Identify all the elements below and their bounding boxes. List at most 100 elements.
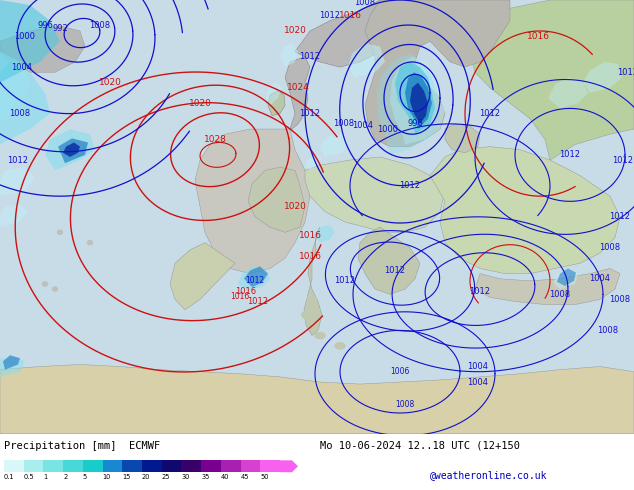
Text: 1012: 1012 [247,297,269,306]
Text: 1012: 1012 [384,266,406,275]
Text: 1016: 1016 [299,251,321,261]
Text: 45: 45 [240,474,249,480]
Text: Mo 10-06-2024 12..18 UTC (12+150: Mo 10-06-2024 12..18 UTC (12+150 [320,441,520,451]
Ellipse shape [335,343,345,349]
Text: 1008: 1008 [550,290,571,299]
Text: 1020: 1020 [98,78,122,87]
Polygon shape [63,143,80,157]
Bar [103,460,122,472]
Polygon shape [238,267,270,291]
Polygon shape [553,269,578,289]
Bar [201,460,221,472]
Polygon shape [410,83,428,124]
Text: 1016: 1016 [235,287,257,295]
Text: 5: 5 [83,474,87,480]
Polygon shape [266,83,282,105]
Polygon shape [557,269,576,286]
Text: Precipitation [mm]  ECMWF: Precipitation [mm] ECMWF [4,441,160,451]
Polygon shape [358,227,420,294]
Text: 1020: 1020 [283,202,306,211]
Polygon shape [0,62,50,145]
Polygon shape [314,225,335,243]
Text: 15: 15 [122,474,131,480]
Bar [181,460,201,472]
Bar [83,460,103,472]
Polygon shape [170,243,235,310]
Polygon shape [0,26,85,72]
Text: 1012: 1012 [618,68,634,77]
Polygon shape [304,227,322,336]
Polygon shape [377,54,440,155]
Text: 1016: 1016 [339,11,361,20]
Polygon shape [475,269,620,305]
Polygon shape [365,0,510,147]
Polygon shape [0,204,28,227]
Ellipse shape [302,311,314,319]
Text: 1006: 1006 [391,367,410,376]
Text: 0.1: 0.1 [4,474,15,480]
Text: 1008: 1008 [609,295,631,304]
Polygon shape [195,129,310,273]
Text: 1012: 1012 [479,109,500,118]
Text: 1028: 1028 [204,135,226,144]
Polygon shape [58,138,88,163]
Text: 1016: 1016 [230,292,250,301]
Text: 1024: 1024 [287,83,309,92]
Text: 20: 20 [142,474,150,480]
Text: 25: 25 [162,474,170,480]
Text: 992: 992 [52,24,68,33]
Text: 1012: 1012 [8,155,29,165]
Polygon shape [390,57,445,145]
Text: 1012: 1012 [470,287,491,295]
Polygon shape [430,147,620,273]
Polygon shape [405,72,432,129]
Polygon shape [305,157,445,232]
Polygon shape [0,365,634,434]
Ellipse shape [42,282,48,286]
Text: 1008: 1008 [89,21,110,30]
Polygon shape [0,356,25,377]
Text: @weatheronline.co.uk: @weatheronline.co.uk [430,470,548,480]
Ellipse shape [307,296,317,302]
Text: 1012: 1012 [245,276,264,285]
Text: 1012: 1012 [299,52,321,61]
Polygon shape [445,124,480,153]
Polygon shape [295,0,410,67]
Polygon shape [548,77,588,108]
Bar [122,460,142,472]
Bar [261,460,280,472]
Polygon shape [0,0,60,83]
Ellipse shape [87,241,93,245]
Text: 40: 40 [221,474,230,480]
Text: 10: 10 [103,474,111,480]
Polygon shape [395,62,435,134]
Bar [63,460,83,472]
Ellipse shape [315,332,325,339]
Text: 1012: 1012 [335,276,356,285]
Text: 1000: 1000 [377,124,399,134]
Polygon shape [3,355,20,369]
Polygon shape [305,153,322,171]
Polygon shape [583,62,622,93]
Text: 1012: 1012 [612,155,633,165]
Bar [221,460,240,472]
Text: 2: 2 [63,474,67,480]
Text: 1008: 1008 [599,244,621,252]
Text: 996: 996 [407,120,423,128]
Ellipse shape [53,287,58,291]
Polygon shape [244,267,268,287]
Text: 1008: 1008 [333,120,354,128]
Text: 1016: 1016 [299,231,321,240]
Text: 50: 50 [261,474,269,480]
Text: 1000: 1000 [15,32,36,41]
Text: 35: 35 [201,474,209,480]
Text: 1012: 1012 [609,212,630,221]
Polygon shape [320,134,348,157]
Text: 996: 996 [37,21,53,30]
Text: 1008: 1008 [396,400,415,409]
Polygon shape [470,0,634,160]
Text: 1008: 1008 [10,109,30,118]
Text: 1012: 1012 [399,181,420,190]
Polygon shape [0,51,30,124]
Text: 1008: 1008 [354,0,375,6]
